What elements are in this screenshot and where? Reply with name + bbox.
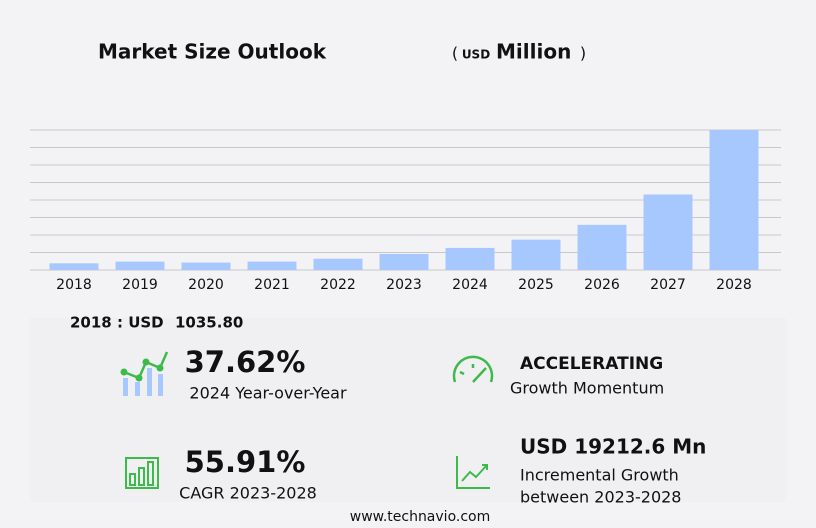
x-tick-label: 2026 [584, 277, 620, 293]
bar [313, 258, 363, 270]
x-tick-label: 2027 [650, 277, 686, 293]
x-tick-label: 2024 [452, 277, 488, 293]
stat-label: CAGR 2023-2028 [179, 484, 317, 503]
yoy-icon [120, 351, 169, 396]
base-label: 2018 : USD [70, 314, 164, 332]
bar [49, 263, 99, 270]
unit-suffix: ) [580, 44, 586, 63]
stat-label: Growth Momentum [510, 379, 664, 398]
bar [643, 194, 693, 270]
bar [247, 261, 297, 270]
unit-currency: USD [462, 48, 490, 62]
bar [511, 239, 561, 270]
x-tick-label: 2021 [254, 277, 290, 293]
stat-label: 2024 Year-over-Year [189, 384, 347, 403]
x-tick-label: 2028 [716, 277, 752, 293]
growth-icon [456, 456, 490, 489]
stats-panel [30, 318, 786, 502]
stat-value: USD 19212.6 Mn [520, 435, 706, 459]
chart-title: Market Size Outlook [98, 40, 327, 64]
unit-prefix: ( [452, 44, 458, 63]
x-tick-label: 2023 [386, 277, 422, 293]
plot: 2018 2019 2020 2021 2022 2023 2024 2025 2026 2027… [30, 129, 781, 293]
bar [115, 261, 165, 270]
bar [379, 253, 429, 270]
x-tick-label: 2022 [320, 277, 356, 293]
unit-name: Million [496, 40, 571, 64]
bar [181, 262, 231, 270]
bar [577, 224, 627, 270]
bar [445, 247, 495, 270]
gauge-icon [452, 355, 494, 383]
stat-label: Incremental Growth [520, 466, 679, 485]
bar [709, 130, 759, 270]
x-tick-label: 2019 [122, 277, 158, 293]
stat-value: 37.62% [185, 345, 306, 379]
x-tick-label: 2020 [188, 277, 224, 293]
stat-value: 55.91% [185, 445, 306, 479]
cagr-icon [125, 457, 159, 489]
x-tick-label: 2018 [56, 277, 92, 293]
x-tick-label: 2025 [518, 277, 554, 293]
footer: www.technavio.com [350, 509, 491, 525]
stat-value: ACCELERATING [520, 354, 663, 374]
stat-label: between 2023-2028 [520, 488, 681, 507]
base-value: 1035.80 [175, 314, 243, 332]
